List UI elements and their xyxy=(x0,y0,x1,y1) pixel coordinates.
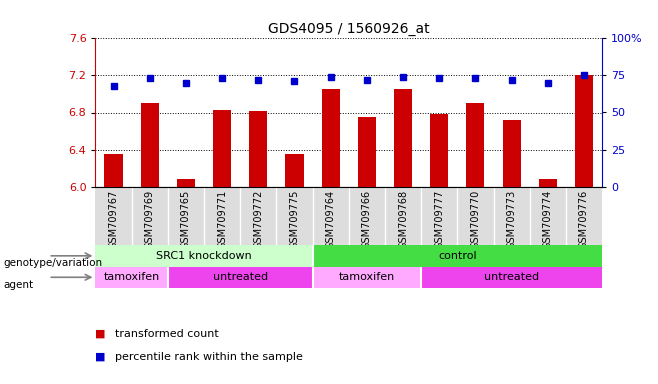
Bar xyxy=(313,245,602,266)
Bar xyxy=(430,114,448,187)
Text: GSM709773: GSM709773 xyxy=(507,190,517,249)
Bar xyxy=(286,154,303,187)
Text: percentile rank within the sample: percentile rank within the sample xyxy=(115,352,303,362)
Text: ■: ■ xyxy=(95,352,106,362)
Bar xyxy=(394,89,412,187)
Text: SRC1 knockdown: SRC1 knockdown xyxy=(156,251,252,261)
Bar xyxy=(358,117,376,187)
Text: GSM709765: GSM709765 xyxy=(181,190,191,249)
Text: tamoxifen: tamoxifen xyxy=(339,272,395,282)
Text: ■: ■ xyxy=(95,329,106,339)
Bar xyxy=(95,266,168,288)
Text: GSM709777: GSM709777 xyxy=(434,190,444,249)
Text: GSM709771: GSM709771 xyxy=(217,190,227,249)
Bar xyxy=(168,266,313,288)
Text: GSM709767: GSM709767 xyxy=(109,190,118,249)
Text: tamoxifen: tamoxifen xyxy=(103,272,160,282)
Bar xyxy=(213,110,231,187)
Text: GSM709769: GSM709769 xyxy=(145,190,155,249)
Bar xyxy=(141,103,159,187)
Text: GSM709775: GSM709775 xyxy=(290,190,299,249)
Title: GDS4095 / 1560926_at: GDS4095 / 1560926_at xyxy=(268,22,430,36)
Bar xyxy=(177,179,195,187)
Bar xyxy=(249,111,267,187)
Bar xyxy=(105,154,122,187)
Text: GSM709768: GSM709768 xyxy=(398,190,408,249)
Bar xyxy=(95,245,313,266)
Text: GSM709774: GSM709774 xyxy=(543,190,553,249)
Text: GSM709776: GSM709776 xyxy=(579,190,589,249)
Bar xyxy=(467,103,484,187)
Text: GSM709764: GSM709764 xyxy=(326,190,336,249)
Bar xyxy=(575,75,593,187)
Text: agent: agent xyxy=(3,280,34,290)
Bar xyxy=(322,89,340,187)
Bar xyxy=(539,179,557,187)
Text: GSM709766: GSM709766 xyxy=(362,190,372,249)
Text: untreated: untreated xyxy=(484,272,539,282)
Text: transformed count: transformed count xyxy=(115,329,219,339)
Text: GSM709772: GSM709772 xyxy=(253,190,263,249)
Bar xyxy=(503,120,520,187)
Bar xyxy=(421,266,602,288)
Text: untreated: untreated xyxy=(213,272,268,282)
Text: control: control xyxy=(438,251,476,261)
Text: genotype/variation: genotype/variation xyxy=(3,258,103,268)
Bar xyxy=(313,266,421,288)
Text: GSM709770: GSM709770 xyxy=(470,190,480,249)
